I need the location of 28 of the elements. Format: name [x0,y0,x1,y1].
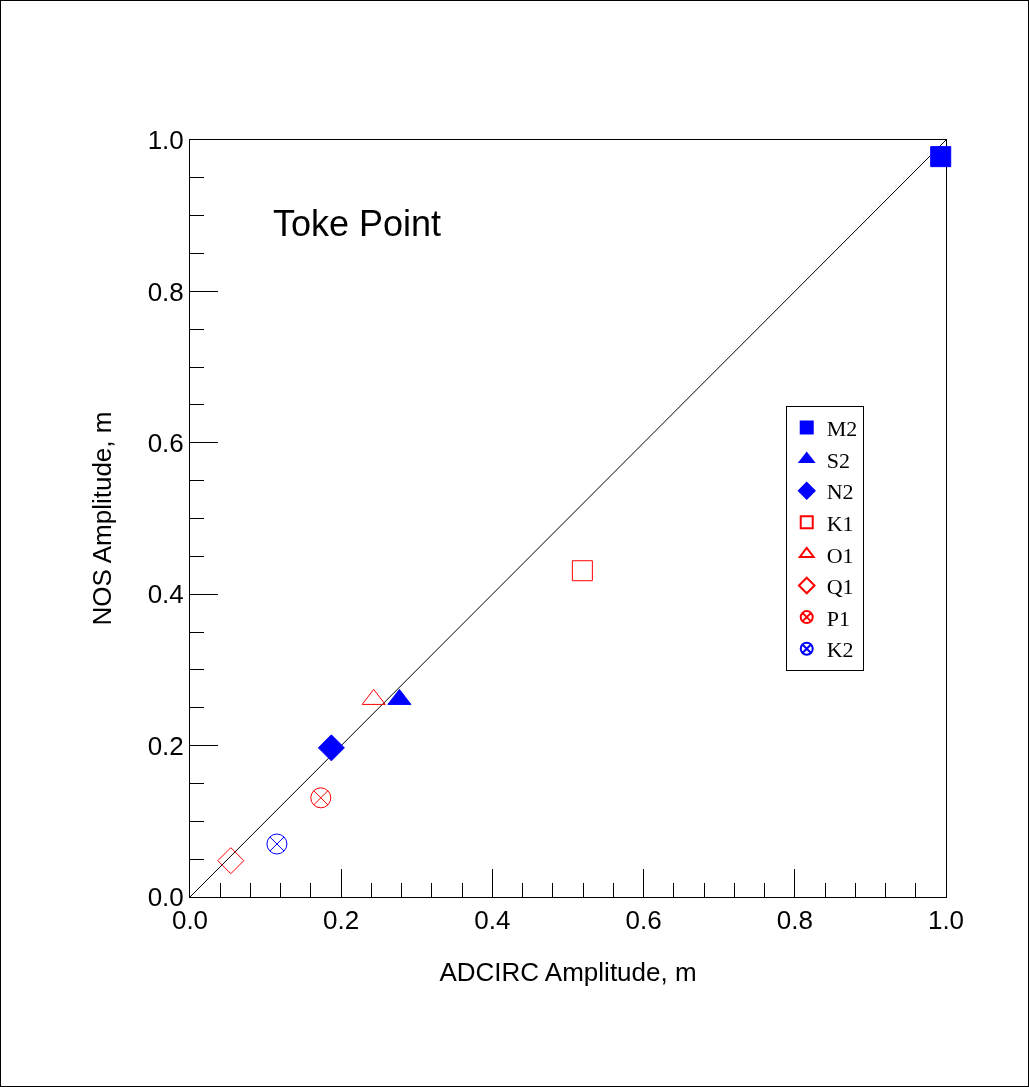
x-axis-title: ADCIRC Amplitude, m [439,956,697,987]
legend-label: P1 [826,605,850,631]
legend-label: K1 [826,510,854,536]
legend-label: N2 [826,479,854,505]
x-tick-label: 0.2 [323,905,360,936]
y-tick-label: 0.2 [147,730,184,761]
point [571,560,593,582]
point [317,734,345,762]
legend-label: S2 [826,447,850,473]
y-tick-label: 0.6 [147,427,184,458]
legend-label: O1 [826,542,854,568]
x-tick-label: 0.4 [474,905,511,936]
x-tick-label: 0.0 [171,905,209,936]
point [217,847,245,875]
y-tick-label: 0.8 [147,276,184,307]
legend-label: Q1 [826,574,854,600]
legend-label: K2 [826,637,854,663]
x-tick-label: 0.6 [625,905,662,936]
x-tick-label: 0.8 [776,905,813,936]
point [310,787,332,809]
text: Toke Point [273,202,442,244]
y-axis-title: NOS Amplitude, m [87,411,118,626]
x-tick-label: 1.0 [927,905,965,936]
point [930,146,952,168]
point [266,833,288,855]
y-tick-label: 0.4 [147,579,184,610]
y-tick-label: 1.0 [147,125,184,156]
legend-label: M2 [826,416,858,442]
